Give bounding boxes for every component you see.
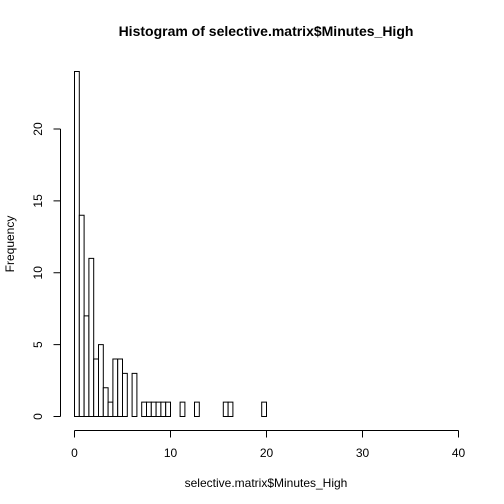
histogram-bar (151, 402, 156, 416)
y-tick-label: 10 (31, 266, 45, 280)
histogram-bar (166, 402, 171, 416)
histogram-bar (262, 402, 267, 416)
histogram-bar (180, 402, 185, 416)
histogram-bar (118, 359, 123, 417)
histogram-bar (103, 388, 108, 417)
chart-title: Histogram of selective.matrix$Minutes_Hi… (119, 23, 414, 39)
x-axis-label: selective.matrix$Minutes_High (185, 476, 348, 490)
histogram-bar (161, 402, 166, 416)
histogram-bar (94, 359, 99, 417)
histogram-bar (84, 316, 89, 417)
x-tick-label: 40 (452, 446, 466, 460)
histogram-bar (123, 373, 128, 416)
x-tick-label: 20 (260, 446, 274, 460)
y-tick-label: 0 (31, 413, 45, 420)
histogram-bar (89, 258, 94, 416)
histogram-bar (147, 402, 152, 416)
y-axis: 0 5 10 15 20 (31, 122, 61, 420)
histogram-bar (223, 402, 228, 416)
y-tick-label: 15 (31, 194, 45, 208)
x-tick-label: 30 (356, 446, 370, 460)
histogram-bar (75, 72, 80, 417)
y-tick-label: 5 (31, 341, 45, 348)
histogram-bar (99, 345, 104, 417)
histogram-bar (156, 402, 161, 416)
histogram-bar (79, 215, 84, 416)
histogram-bar (132, 373, 137, 416)
histogram-bar (142, 402, 147, 416)
x-tick-label: 0 (71, 446, 78, 460)
x-axis: 0 10 20 30 40 (71, 431, 465, 461)
histogram-bar (228, 402, 233, 416)
y-tick-label: 20 (31, 122, 45, 136)
histogram-bar (108, 402, 113, 416)
y-axis-label: Frequency (3, 216, 17, 273)
histogram-bar (113, 359, 118, 417)
x-tick-label: 10 (164, 446, 178, 460)
histogram-bar (195, 402, 200, 416)
histogram-bars (75, 72, 267, 417)
